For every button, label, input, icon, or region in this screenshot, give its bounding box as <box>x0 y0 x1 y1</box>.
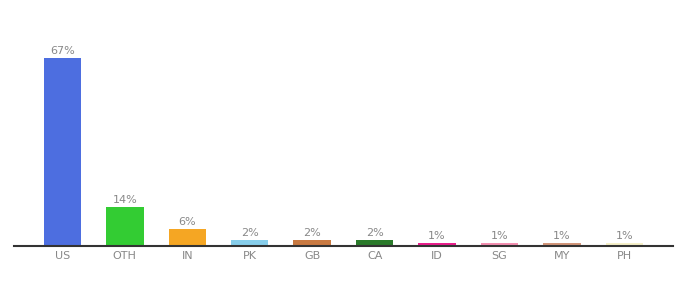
Text: 1%: 1% <box>491 231 509 241</box>
Text: 1%: 1% <box>615 231 633 241</box>
Bar <box>543 243 581 246</box>
Bar <box>231 240 269 246</box>
Bar <box>44 58 81 246</box>
Text: 67%: 67% <box>50 46 75 56</box>
Bar <box>356 240 393 246</box>
Bar <box>481 243 518 246</box>
Bar <box>169 229 206 246</box>
Text: 2%: 2% <box>241 228 258 238</box>
Bar <box>418 243 456 246</box>
Text: 14%: 14% <box>112 195 137 205</box>
Bar <box>606 243 643 246</box>
Bar <box>294 240 331 246</box>
Text: 1%: 1% <box>554 231 571 241</box>
Text: 6%: 6% <box>178 217 196 227</box>
Text: 2%: 2% <box>303 228 321 238</box>
Bar <box>106 207 143 246</box>
Text: 2%: 2% <box>366 228 384 238</box>
Text: 1%: 1% <box>428 231 446 241</box>
